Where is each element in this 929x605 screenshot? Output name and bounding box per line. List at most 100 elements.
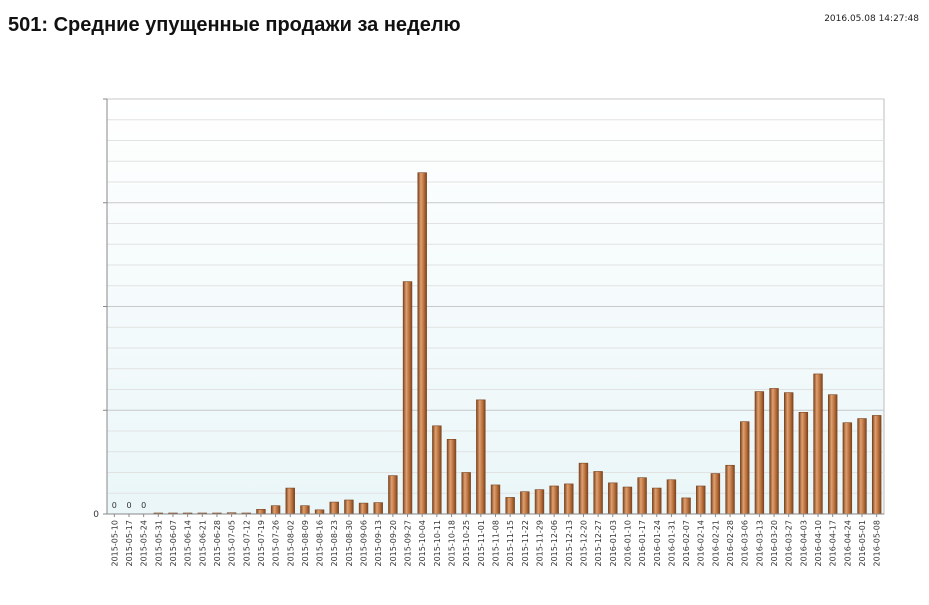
x-tick-label: 2015-10-25 (462, 520, 471, 567)
x-tick-label: 2015-10-11 (433, 520, 442, 567)
bar (652, 487, 662, 515)
bar-zero-label: 0 (112, 501, 117, 510)
x-tick-label: 2015-06-07 (169, 520, 178, 567)
bar (813, 373, 823, 515)
chart-title: 501: Средние упущенные продажи за неделю (8, 14, 461, 36)
bar (710, 473, 721, 515)
bar (534, 489, 545, 515)
x-tick-label: 2016-03-06 (741, 520, 750, 567)
bar (344, 499, 354, 515)
x-tick-label: 2016-05-08 (873, 520, 882, 567)
bar (300, 505, 310, 515)
x-tick-label: 2015-08-09 (301, 520, 310, 567)
bar (520, 491, 530, 515)
bar (446, 438, 457, 515)
bar (432, 425, 442, 515)
bar (827, 394, 838, 515)
x-tick-label: 2016-03-13 (755, 520, 764, 567)
x-tick-label: 2015-08-30 (345, 520, 354, 567)
x-tick-label: 2016-05-01 (858, 520, 867, 567)
bar (681, 497, 691, 515)
x-tick-label: 2016-02-07 (682, 520, 691, 567)
x-tick-label: 2015-11-08 (492, 520, 501, 567)
bar (696, 485, 706, 515)
bar (857, 418, 867, 515)
bar (798, 412, 809, 515)
x-tick-label: 2015-07-05 (228, 520, 237, 567)
bar (314, 509, 325, 515)
bar (549, 485, 559, 515)
x-tick-label: 2015-05-17 (125, 520, 134, 567)
x-tick-label: 2015-06-14 (184, 520, 193, 567)
x-tick-label: 2016-03-27 (785, 520, 794, 567)
bar (564, 483, 574, 515)
x-tick-label: 2016-02-21 (711, 520, 720, 567)
bar (388, 475, 398, 515)
bar (461, 472, 471, 515)
x-tick-label: 2016-02-28 (726, 520, 735, 567)
x-tick-label: 2016-01-10 (623, 520, 632, 567)
x-tick-label: 2016-03-20 (770, 520, 779, 567)
bar (754, 391, 765, 515)
bar (637, 477, 647, 515)
bar (578, 462, 589, 515)
bar (505, 497, 515, 515)
grid-lines (107, 98, 884, 494)
x-tick-label: 2016-04-10 (814, 520, 823, 567)
x-tick-label: 2015-07-26 (272, 520, 281, 567)
bar (417, 172, 427, 515)
x-tick-label: 2016-01-24 (653, 520, 662, 567)
x-tick-label: 2015-10-04 (418, 520, 427, 567)
x-tick-label: 2015-08-02 (286, 520, 295, 567)
x-tick-label: 2015-11-22 (521, 520, 530, 567)
x-tick-label: 2016-01-17 (638, 520, 647, 567)
x-tick-label: 2015-09-27 (404, 520, 413, 567)
x-tick-label: 2015-12-27 (594, 520, 603, 567)
bar (725, 464, 735, 515)
x-tick-label: 2015-12-06 (550, 520, 559, 567)
x-tick-label: 2015-05-10 (110, 520, 119, 567)
x-tick-label: 2015-12-13 (565, 520, 574, 567)
bar-zero-label: 0 (126, 501, 131, 510)
x-tick-label: 2015-10-18 (448, 520, 457, 567)
report-timestamp: 2016.05.08 14:27:48 (824, 14, 919, 24)
bar (608, 482, 618, 515)
bar (622, 486, 633, 515)
x-tick-label: 2015-09-06 (360, 520, 369, 567)
x-tick-label: 2015-05-24 (140, 520, 149, 567)
bar (329, 501, 339, 515)
x-tick-label: 2015-08-16 (316, 520, 325, 567)
x-tick-label: 2015-12-20 (579, 520, 588, 567)
x-tick-label: 2016-04-24 (843, 520, 852, 567)
x-tick-label: 2016-04-17 (829, 520, 838, 567)
x-tick-label: 2015-06-28 (213, 520, 222, 567)
x-tick-label: 2016-01-31 (667, 520, 676, 567)
bar (285, 487, 295, 515)
y-tick-label: 0 (93, 510, 99, 520)
y-axis-ticks: 0 (93, 98, 107, 520)
bar (270, 505, 281, 515)
bar (490, 484, 501, 515)
x-tick-label: 2015-09-20 (389, 520, 398, 567)
bar-zero-label: 0 (141, 501, 146, 510)
x-tick-label: 2015-11-01 (477, 520, 486, 567)
bar (769, 388, 779, 515)
bar (476, 399, 486, 515)
bar (666, 479, 677, 515)
x-tick-label: 2015-11-15 (506, 520, 515, 567)
bar (784, 392, 794, 515)
bar (740, 421, 750, 515)
bar (358, 502, 369, 515)
x-tick-label: 2015-08-23 (330, 520, 339, 567)
bar (256, 509, 266, 515)
x-tick-label: 2015-06-21 (198, 520, 207, 567)
x-tick-label: 2016-04-03 (799, 520, 808, 567)
x-tick-label: 2015-07-19 (257, 520, 266, 567)
x-tick-label: 2015-11-29 (535, 520, 544, 567)
x-tick-label: 2016-01-03 (609, 520, 618, 567)
x-tick-label: 2015-05-31 (154, 520, 163, 567)
bar (402, 281, 413, 515)
bar (842, 422, 853, 515)
